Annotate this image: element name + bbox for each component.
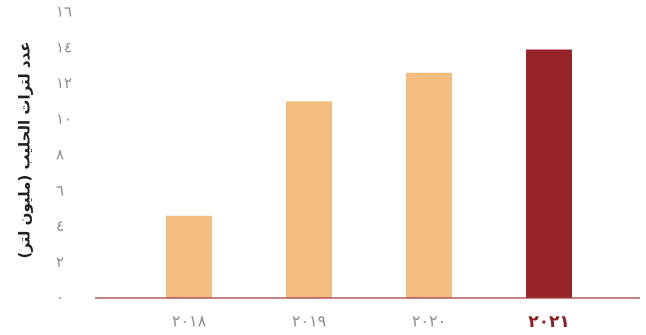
y-axis-ticks: ٠ ٢ ٤ ٦ ٨ ١٠ ١٢ ١٤ ١٦	[56, 3, 72, 307]
bar-1	[166, 215, 212, 298]
y-tick-label: ١٠	[56, 110, 72, 128]
x-tick-label: ٢٠١٨	[172, 312, 207, 331]
y-tick-label: ١٢	[56, 74, 72, 92]
y-tick-label: ٨	[56, 146, 64, 164]
y-tick-label: ٢	[56, 253, 64, 271]
x-axis-ticks: ٢٠١٨ ٢٠١٩ ٢٠٢٠ ٢٠٢١	[172, 312, 570, 333]
y-tick-label: ٦	[56, 181, 64, 199]
y-tick-label: ٠	[56, 289, 64, 307]
x-tick-label: ٢٠١٩	[292, 312, 326, 331]
x-tick-label: ٢٠٢١	[528, 312, 570, 332]
x-tick-label: ٢٠٢٠	[412, 312, 446, 331]
y-tick-label: ١٤	[56, 38, 72, 56]
y-tick-label: ١٦	[56, 3, 72, 21]
bar-2	[286, 101, 332, 298]
bar-4	[526, 49, 572, 298]
y-tick-label: ٤	[56, 217, 64, 235]
y-axis-label: عدد لترات الحليب (مليون لتر)	[16, 41, 34, 258]
bars	[166, 49, 572, 299]
bar-3	[406, 72, 452, 299]
